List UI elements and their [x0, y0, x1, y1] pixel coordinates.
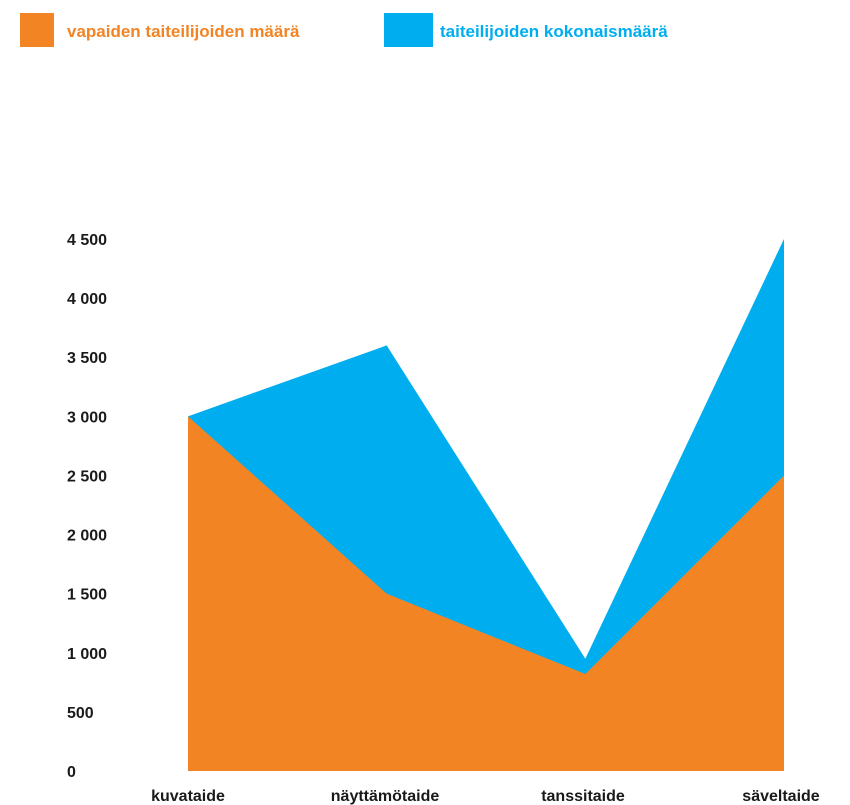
y-tick-label: 2 500: [67, 468, 107, 485]
y-tick-label: 3 000: [67, 409, 107, 426]
y-tick-label: 500: [67, 705, 94, 722]
y-tick-label: 3 500: [67, 350, 107, 367]
y-tick-label: 4 000: [67, 291, 107, 308]
y-axis: 0 500 1 000 1 500 2 000 2 500 3 000 3 500 4 000 4…: [67, 232, 107, 781]
legend-swatch-total-artists: [384, 13, 433, 47]
legend-label-free-artists: vapaiden taiteilijoiden määrä: [67, 22, 300, 41]
x-tick-label: kuvataide: [151, 788, 225, 805]
plot-area: [188, 239, 784, 771]
legend: vapaiden taiteilijoiden määrä taiteilijo…: [20, 13, 668, 47]
y-tick-label: 0: [67, 764, 76, 781]
legend-swatch-free-artists: [20, 13, 54, 47]
y-tick-label: 1 500: [67, 587, 107, 604]
y-tick-label: 4 500: [67, 232, 107, 249]
y-tick-label: 2 000: [67, 528, 107, 545]
area-free-artists: [188, 416, 784, 771]
legend-label-total-artists: taiteilijoiden kokonaismäärä: [440, 22, 668, 41]
x-tick-label: tanssitaide: [541, 788, 625, 805]
x-tick-label: näyttämötaide: [331, 788, 440, 805]
x-axis: kuvataide näyttämötaide tanssitaide sävelta…: [151, 788, 820, 805]
x-tick-label: säveltaide: [742, 788, 819, 805]
y-tick-label: 1 000: [67, 646, 107, 663]
